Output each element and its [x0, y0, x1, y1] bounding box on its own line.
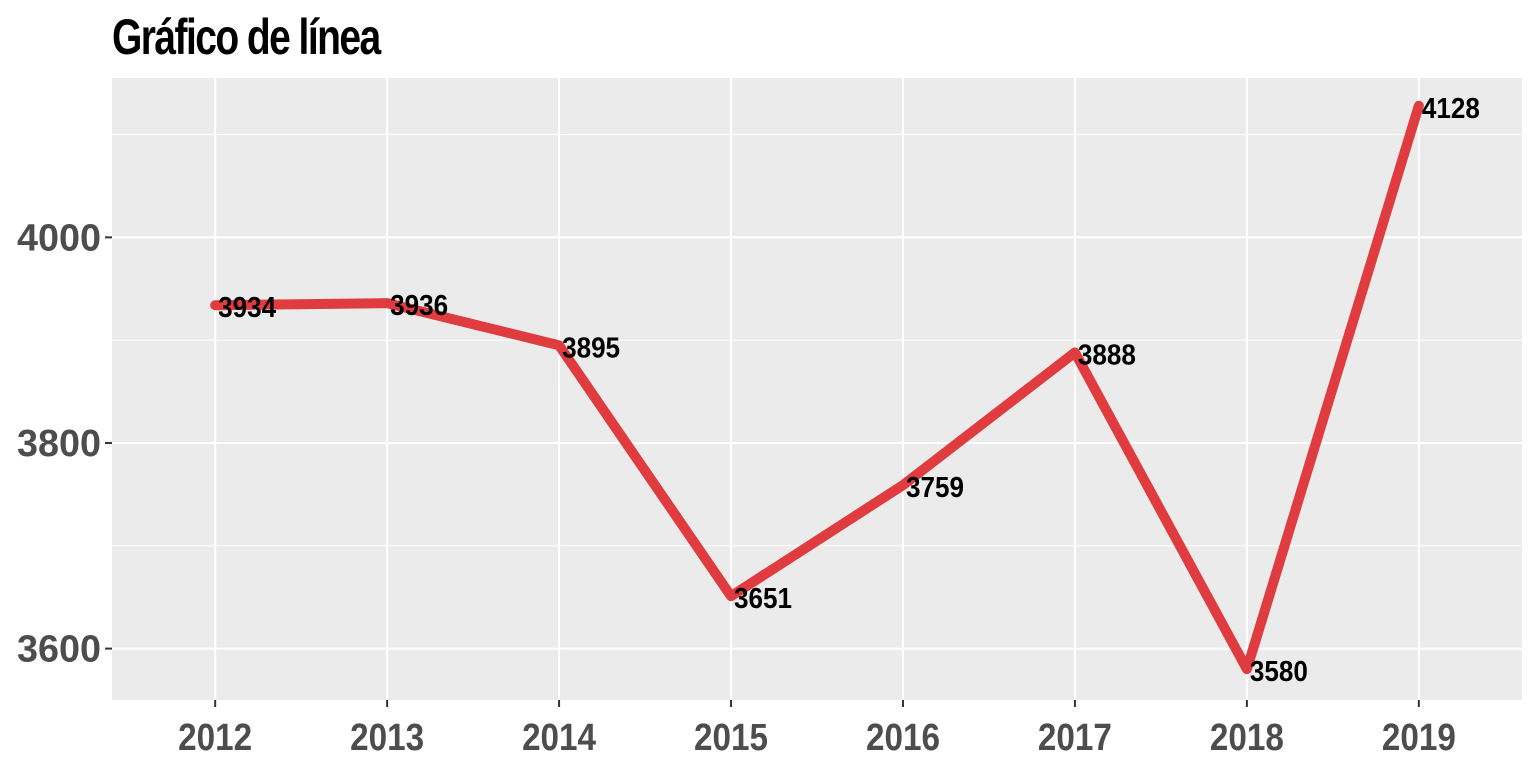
line-vertex: [1414, 101, 1423, 110]
chart-title: Gráfico de línea: [112, 9, 381, 65]
data-label: 3651: [734, 583, 792, 615]
data-labels: 3934 3936 3895 3651 3759 3888 3580 4128: [218, 93, 1480, 688]
data-label: 3580: [1250, 656, 1308, 688]
data-label: 3759: [906, 472, 964, 504]
x-tick-label: 2014: [522, 717, 596, 759]
data-label: 4128: [1422, 93, 1480, 125]
data-label: 3936: [390, 290, 448, 322]
axis-ticks: [105, 236, 1420, 707]
data-label: 3895: [562, 332, 620, 364]
line-vertex: [1070, 348, 1079, 357]
x-axis-tick-labels: 2012 2013 2014 2015 2016 2017 2018 2019: [178, 717, 1456, 759]
y-tick-label: 3600: [17, 629, 101, 671]
x-tick-label: 2013: [350, 717, 424, 759]
line-vertex: [383, 299, 392, 308]
line-vertex: [555, 341, 564, 350]
data-label: 3934: [218, 292, 276, 324]
x-tick-label: 2019: [1382, 717, 1456, 759]
x-tick-label: 2016: [866, 717, 940, 759]
line-vertex: [211, 301, 220, 310]
x-tick-label: 2018: [1210, 717, 1284, 759]
line-vertex: [727, 592, 736, 601]
plot-panel: [112, 78, 1522, 700]
y-axis-tick-labels: 3600 3800 4000: [17, 217, 101, 670]
series-layer: [210, 100, 1424, 675]
data-label: 3888: [1078, 340, 1136, 372]
y-tick-label: 3800: [17, 423, 101, 465]
y-tick-label: 4000: [17, 217, 101, 259]
series-line: [210, 100, 1424, 675]
x-tick-label: 2012: [178, 717, 252, 759]
line-vertex: [898, 481, 907, 490]
x-tick-label: 2017: [1038, 717, 1112, 759]
line-vertex: [1242, 665, 1251, 674]
x-tick-label: 2015: [694, 717, 768, 759]
